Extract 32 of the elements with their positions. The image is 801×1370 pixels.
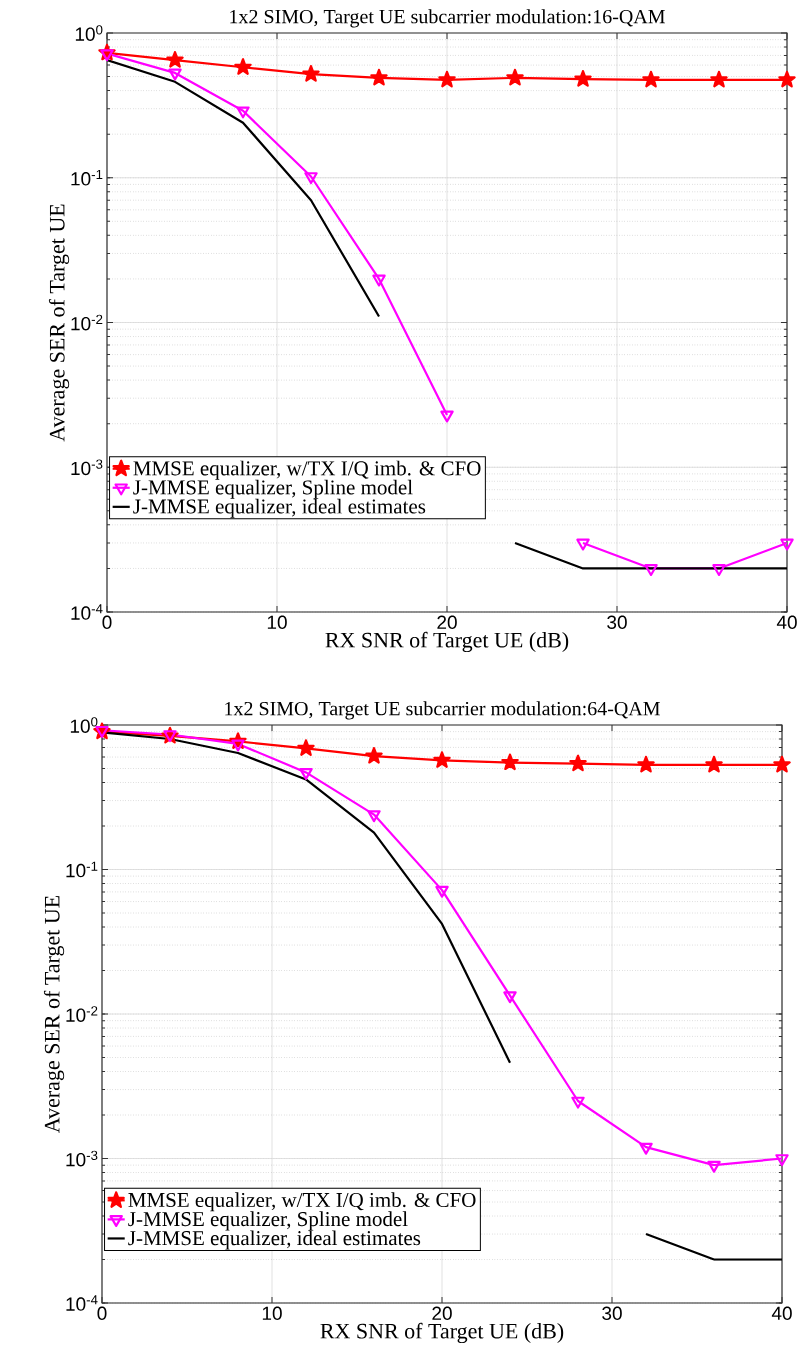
x-tick-label: 30	[607, 615, 627, 629]
y-axis-title: Average SER of Target UE	[48, 204, 70, 442]
x-tick-label: 40	[776, 615, 797, 629]
chart-title: 1x2 SIMO, Target UE subcarrier modulation:16-QAM	[230, 9, 665, 28]
legend-label: J-MMSE equalizer, Spline model	[133, 479, 413, 499]
legend-label: J-MMSE equalizer, ideal estimates	[133, 498, 426, 518]
y-tick-label: 10$^{-4}$	[66, 1295, 98, 1311]
y-tick-label: 10$^{-3}$	[66, 1150, 98, 1167]
y-tick-label: 10$^{-4}$	[71, 604, 103, 620]
x-tick-label: 40	[771, 1306, 792, 1321]
y-axis-title: Average SER of Target UE	[43, 895, 65, 1133]
legend-label: MMSE equalizer, w/TX I/Q imb. & CFO	[128, 1192, 476, 1212]
legend-label: MMSE equalizer, w/TX I/Q imb. & CFO	[133, 460, 481, 480]
y-tick-label: 10$^{0}$	[70, 717, 98, 733]
x-axis-title: RX SNR of Target UE (dB)	[325, 631, 569, 653]
y-tick-label: 10$^{0}$	[75, 25, 103, 41]
y-tick-label: 10$^{-2}$	[66, 1006, 98, 1022]
y-tick-label: 10$^{-2}$	[71, 314, 103, 331]
x-tick-label: 30	[602, 1306, 622, 1321]
legend-label: J-MMSE equalizer, Spline model	[128, 1211, 408, 1231]
y-tick-label: 10$^{-1}$	[71, 169, 103, 186]
x-axis-title: RX SNR of Target UE (dB)	[320, 1322, 564, 1344]
y-tick-label: 10$^{-1}$	[66, 861, 98, 878]
x-tick-label: 20	[432, 1306, 452, 1321]
legend-label: J-MMSE equalizer, ideal estimates	[128, 1230, 421, 1250]
y-tick-label: 10$^{-3}$	[71, 459, 103, 476]
x-tick-label: 20	[437, 615, 457, 629]
x-tick-label: 0	[102, 615, 112, 629]
x-tick-label: 10	[262, 1306, 282, 1321]
x-tick-label: 10	[267, 615, 287, 629]
x-tick-label: 0	[97, 1306, 107, 1321]
chart-title: 1x2 SIMO, Target UE subcarrier modulation:64-QAM	[225, 701, 660, 720]
